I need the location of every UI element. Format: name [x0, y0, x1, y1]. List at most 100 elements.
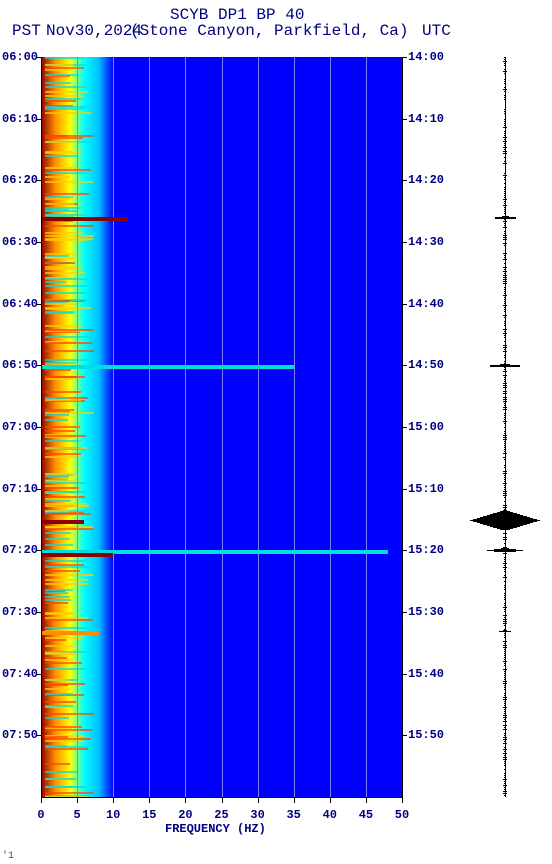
waveform-sample — [504, 447, 506, 448]
x-tick: 0 — [37, 808, 44, 822]
spectrogram-texture — [45, 359, 94, 361]
y-tick-left: 06:00 — [2, 50, 38, 64]
spectrogram-texture — [45, 112, 91, 114]
spectrogram-texture — [45, 748, 88, 750]
waveform-sample — [503, 493, 506, 494]
waveform-sample — [504, 597, 506, 598]
waveform-sample — [504, 575, 505, 576]
spectrogram-texture — [45, 426, 80, 428]
waveform-sample — [503, 661, 506, 662]
waveform-sample — [503, 333, 506, 334]
waveform-sample — [504, 269, 505, 270]
x-tick: 5 — [73, 808, 80, 822]
waveform-sample — [503, 239, 507, 240]
waveform-sample — [503, 647, 507, 648]
waveform-sample — [504, 207, 506, 208]
spectrogram-texture — [45, 362, 76, 364]
waveform-sample — [503, 507, 506, 508]
waveform-sample — [504, 99, 506, 100]
waveform-sample — [503, 383, 507, 384]
waveform-sample — [504, 323, 506, 324]
tick-mark — [36, 57, 41, 58]
waveform-sample — [504, 713, 505, 714]
y-tick-right: 15:40 — [408, 667, 444, 681]
spectrogram-texture — [45, 566, 93, 568]
waveform-sample — [504, 121, 505, 122]
waveform-sample — [503, 385, 507, 386]
y-tick-left: 07:10 — [2, 482, 38, 496]
waveform-sample — [505, 627, 506, 628]
waveform-sample — [503, 621, 506, 622]
spectrogram-texture — [45, 399, 81, 401]
waveform-sample — [504, 595, 505, 596]
waveform-sample — [505, 455, 506, 456]
waveform-sample — [503, 235, 506, 236]
waveform-sample — [504, 417, 506, 418]
waveform-sample — [504, 405, 506, 406]
waveform-sample — [503, 279, 506, 280]
waveform-sample — [504, 487, 505, 488]
waveform-sample — [504, 289, 507, 290]
waveform-sample — [504, 119, 507, 120]
waveform-sample — [503, 619, 507, 620]
spectrogram-texture — [45, 239, 89, 241]
waveform-sample — [504, 449, 506, 450]
waveform-sample — [504, 59, 506, 60]
waveform-sample — [505, 353, 506, 354]
gridline — [149, 57, 150, 797]
y-tick-left: 06:30 — [2, 235, 38, 249]
spectrogram-texture — [45, 792, 93, 794]
waveform-sample — [505, 373, 506, 374]
waveform-sample — [503, 759, 506, 760]
spectrogram-texture — [45, 688, 71, 690]
spectrogram-texture — [45, 510, 68, 512]
waveform-sample — [503, 607, 507, 608]
waveform-sample — [503, 577, 507, 578]
spectrogram-texture — [45, 232, 84, 234]
waveform-sample — [503, 471, 507, 472]
waveform-sample — [504, 331, 506, 332]
spectrogram-texture — [45, 196, 73, 198]
waveform-sample — [504, 787, 506, 788]
waveform-sample — [504, 733, 505, 734]
y-tick-left: 06:40 — [2, 297, 38, 311]
spectrogram-texture — [45, 538, 70, 540]
spectrogram-texture — [45, 491, 86, 493]
waveform-sample — [504, 653, 506, 654]
spectrogram-texture — [45, 619, 93, 621]
tick-mark — [258, 797, 259, 803]
waveform-sample — [504, 309, 505, 310]
waveform-sample — [503, 791, 506, 792]
waveform-sample — [505, 667, 506, 668]
spectrogram-texture — [45, 705, 73, 707]
spectrogram-texture — [45, 193, 89, 195]
waveform-sample — [504, 91, 505, 92]
waveform-sample — [504, 111, 505, 112]
waveform-sample — [503, 457, 506, 458]
waveform-sample — [504, 617, 506, 618]
waveform-sample — [504, 677, 505, 678]
waveform-sample — [504, 635, 505, 636]
x-tick: 25 — [214, 808, 228, 822]
waveform-sample — [503, 697, 506, 698]
tick-mark — [36, 550, 41, 551]
tick-mark — [77, 797, 78, 803]
spectrogram-texture — [45, 430, 75, 432]
waveform-sample — [505, 555, 506, 556]
axis-border — [41, 57, 42, 797]
waveform-sample — [503, 743, 507, 744]
tick-mark — [185, 797, 186, 803]
waveform-sample — [504, 187, 505, 188]
waveform-sample — [505, 251, 506, 252]
waveform-event — [490, 366, 520, 367]
spectrogram-event — [41, 365, 294, 369]
spectrogram-texture — [45, 627, 90, 629]
x-tick: 45 — [359, 808, 373, 822]
x-tick: 30 — [250, 808, 264, 822]
x-tick: 10 — [106, 808, 120, 822]
waveform-sample — [504, 209, 506, 210]
waveform-sample — [503, 351, 507, 352]
spectrogram-texture — [45, 91, 88, 93]
spectrogram-texture — [45, 391, 81, 393]
tick-mark — [402, 180, 407, 181]
